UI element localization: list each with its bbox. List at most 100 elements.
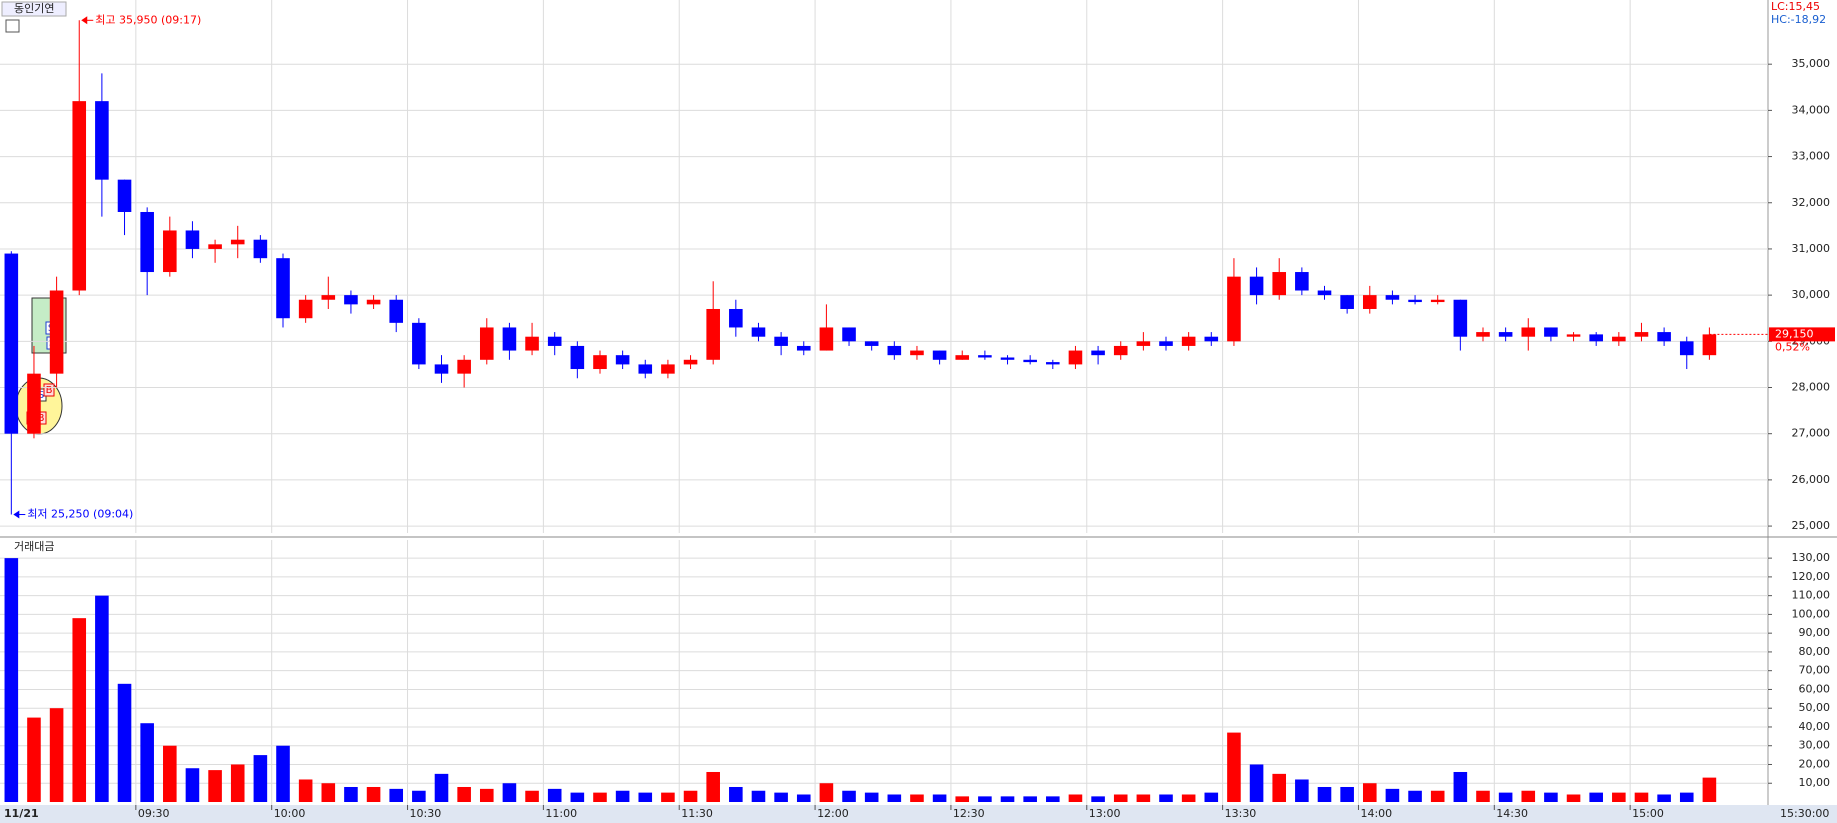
candle-body [1068,350,1083,365]
volume-bar [1657,794,1671,802]
candle-body [1023,359,1037,363]
volume-bar [4,558,19,802]
y-tick-label: 30,00 [1799,739,1831,752]
y-tick-label: 110,00 [1792,589,1831,602]
volume-bar [366,786,381,802]
y-tick-label: 25,000 [1792,519,1831,532]
candle-body [1340,295,1354,309]
candle-body [751,327,766,337]
y-tick-label: 30,000 [1792,288,1831,301]
x-tick-label: 10:00 [274,807,306,820]
candle-body [661,364,675,374]
y-tick-label: 35,000 [1792,57,1831,70]
volume-bar [1000,796,1015,802]
volume-bar [27,717,41,802]
volume-bar [525,790,539,802]
buy-box [43,383,55,397]
candle-body [1272,272,1287,296]
volume-bar [1295,779,1309,802]
candle-body [4,253,19,434]
volume-bar [1023,796,1037,802]
title-box [1,1,67,17]
candle-body [1000,357,1015,360]
candle-body [910,350,924,356]
candle-body [502,327,517,351]
candle-body [1408,299,1422,303]
candle-body [276,258,290,319]
volume-bar [1634,792,1649,802]
volume-bar [819,783,834,802]
y-tick-label: 100,00 [1792,607,1831,620]
y-tick-label: 90,00 [1799,626,1831,639]
x-tick-label: 15:00 [1632,807,1664,820]
volume-bar [1408,790,1422,802]
hc-label: HC:-18,92 [1771,13,1826,26]
high-annotation: 최고 35,950 (09:17) [95,13,201,26]
low-arrowhead [13,510,20,519]
volume-bar [1453,771,1468,802]
candle-body [298,299,313,319]
candle-body [978,355,992,358]
candle-body [1498,332,1513,337]
volume-bar [615,790,630,802]
volume-bar [683,790,698,802]
candle-body [1295,272,1309,291]
candle-body [117,179,132,212]
candle-body [729,308,743,328]
candle-body [479,327,494,360]
y-tick-label: 10,00 [1799,776,1831,789]
candle-body [547,336,562,346]
candle-body [1159,341,1173,346]
volume-bar [1159,794,1173,802]
volume-bar [72,618,87,802]
x-tick-label: 12:30 [953,807,985,820]
volume-bar [1227,732,1241,802]
candle-body [1657,332,1671,342]
candle-body [253,239,268,259]
candle-body [185,230,200,249]
sell-marker: S [38,390,44,401]
volume-bar [661,792,675,802]
candle-body [1430,299,1445,303]
candle-body [344,295,358,305]
volume-bar [389,788,404,802]
volume-bar [978,796,992,802]
x-tick-label: 09:30 [138,807,170,820]
x-tick-label: 11:00 [545,807,577,820]
volume-bar [932,794,947,802]
buy-marker: B [46,385,53,396]
volume-bar [1068,794,1083,802]
volume-bar [864,792,879,802]
volume-bar [1249,764,1264,802]
candle-body [1046,362,1060,365]
buy-marker: B [38,413,45,424]
candle-body [1702,334,1717,356]
candle-body [1476,332,1490,337]
volume-bar [729,786,743,802]
candle-body [1227,276,1241,342]
volume-bar [1272,773,1287,802]
volume-bar [1679,792,1694,802]
y-tick-label: 80,00 [1799,645,1831,658]
volume-bar [230,764,245,802]
candle-body [321,295,336,300]
volume-bar [593,792,607,802]
candle-body [1091,350,1105,356]
y-tick-label: 130,00 [1792,551,1831,564]
volume-bar [49,708,64,802]
volume-bar [706,771,720,802]
volume-bar [910,794,924,802]
grid-icon[interactable] [5,19,20,33]
candle-body [412,322,426,365]
current-price-box [1769,327,1835,342]
volume-bar [412,790,426,802]
y-tick-label: 40,00 [1799,720,1831,733]
low-annotation: 최저 25,250 (09:04) [27,508,133,521]
volume-bar [253,755,268,802]
y-tick-label: 33,000 [1792,150,1831,163]
candle-body [1589,334,1603,342]
volume-bar [1702,777,1717,802]
volume-bar [1136,794,1151,802]
volume-bar [321,783,336,802]
